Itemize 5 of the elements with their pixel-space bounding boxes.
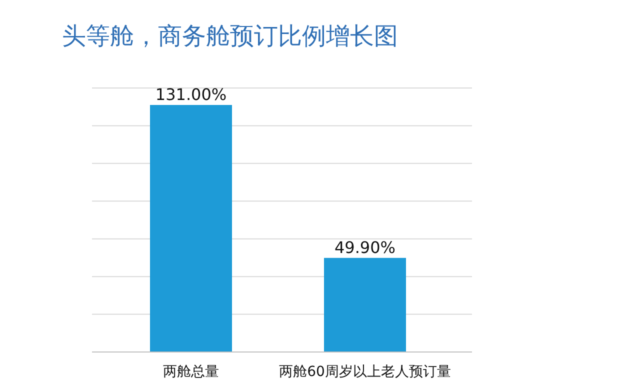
data-label: 49.90% [334,238,396,257]
x-tick-label: 两舱60周岁以上老人预订量 [279,364,451,380]
data-label: 131.00% [155,84,227,104]
title: 头等舱，商务舱预订比例增长图 [62,22,398,50]
x-tick-label: 两舱总量 [163,364,219,380]
